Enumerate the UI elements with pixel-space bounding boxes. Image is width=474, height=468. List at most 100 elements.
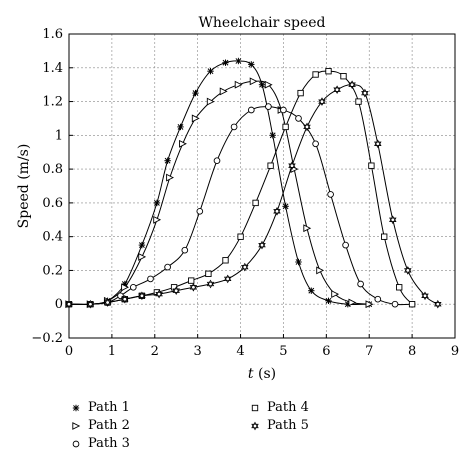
x-axis-variable: t bbox=[248, 366, 254, 382]
data-point bbox=[172, 286, 180, 296]
data-point bbox=[248, 61, 255, 68]
data-point bbox=[374, 139, 382, 149]
data-point bbox=[86, 299, 95, 309]
data-point bbox=[219, 87, 228, 96]
data-point bbox=[207, 67, 214, 75]
data-point bbox=[280, 106, 287, 114]
data-point bbox=[303, 122, 311, 132]
plot-area-frame bbox=[68, 33, 456, 339]
data-point bbox=[348, 80, 356, 90]
x-tick-label: 9 bbox=[451, 344, 459, 359]
data-point bbox=[267, 162, 274, 169]
y-tick-label: 0.2 bbox=[42, 263, 63, 278]
data-point bbox=[389, 215, 397, 225]
y-tick-label: 0.8 bbox=[42, 162, 63, 177]
data-point bbox=[361, 88, 369, 98]
data-point bbox=[303, 224, 312, 233]
data-point bbox=[365, 300, 374, 309]
data-point bbox=[288, 161, 296, 171]
data-point bbox=[177, 123, 184, 131]
data-point bbox=[264, 80, 273, 89]
data-point bbox=[155, 289, 163, 299]
triangle-marker-icon bbox=[72, 421, 81, 430]
legend-item-path-3: Path 3 bbox=[70, 436, 130, 451]
data-point bbox=[166, 173, 175, 182]
square-marker-icon bbox=[251, 404, 259, 411]
data-point bbox=[340, 73, 347, 80]
data-point bbox=[223, 274, 232, 284]
data-point bbox=[153, 215, 162, 224]
data-point bbox=[237, 233, 244, 240]
y-tick-label: −0.2 bbox=[31, 331, 63, 346]
data-point bbox=[206, 97, 215, 106]
x-tick-label: 4 bbox=[236, 344, 244, 359]
data-point bbox=[179, 139, 187, 148]
y-axis-label: Speed (m/s) bbox=[16, 144, 32, 229]
data-point bbox=[368, 162, 375, 169]
data-point bbox=[206, 279, 215, 289]
y-tick-label: 1.4 bbox=[42, 61, 63, 76]
legend-item-path-4: Path 4 bbox=[249, 400, 309, 415]
data-point bbox=[325, 68, 332, 75]
data-point bbox=[147, 275, 154, 283]
x-tick-label: 6 bbox=[322, 344, 330, 359]
data-point bbox=[355, 98, 362, 105]
y-tick-label: 0.4 bbox=[42, 230, 63, 245]
data-point bbox=[374, 295, 382, 303]
legend-item-path-2: Path 2 bbox=[70, 418, 130, 433]
data-point bbox=[316, 266, 325, 275]
data-point bbox=[297, 89, 304, 97]
data-point bbox=[138, 291, 146, 301]
data-point bbox=[164, 263, 171, 271]
data-point bbox=[181, 246, 189, 254]
data-point bbox=[247, 106, 255, 114]
data-point bbox=[258, 81, 266, 88]
series-line bbox=[68, 84, 439, 305]
legend-label: Path 4 bbox=[267, 400, 309, 415]
data-point bbox=[381, 233, 388, 240]
legend-label: Path 3 bbox=[88, 436, 130, 451]
data-point bbox=[265, 103, 272, 110]
x-tick-label: 0 bbox=[65, 344, 73, 359]
data-point bbox=[348, 298, 357, 307]
data-point bbox=[258, 240, 266, 250]
data-point bbox=[164, 157, 171, 164]
data-point bbox=[295, 258, 302, 266]
data-point bbox=[121, 283, 130, 292]
data-point bbox=[312, 71, 319, 78]
data-point bbox=[434, 299, 442, 309]
data-point bbox=[138, 252, 147, 261]
legend-item-path-1: Path 1 bbox=[70, 400, 130, 415]
data-point bbox=[196, 207, 204, 215]
data-point bbox=[189, 282, 198, 292]
y-tick-label: 1 bbox=[55, 128, 63, 143]
data-point bbox=[269, 132, 276, 139]
data-point bbox=[205, 270, 212, 277]
data-point bbox=[273, 206, 281, 216]
data-point bbox=[138, 241, 146, 249]
x-axis-label: t (s) bbox=[248, 366, 276, 382]
legend-marker bbox=[251, 404, 259, 411]
x-tick-label: 5 bbox=[279, 344, 287, 359]
data-point bbox=[318, 97, 326, 106]
data-point bbox=[153, 199, 161, 207]
data-point bbox=[129, 283, 137, 291]
legend-marker bbox=[72, 404, 80, 411]
data-point bbox=[191, 114, 200, 123]
star-marker-icon bbox=[251, 421, 259, 430]
x-tick-label: 2 bbox=[151, 344, 159, 359]
legend-marker bbox=[72, 440, 80, 447]
series-path-2 bbox=[65, 77, 374, 309]
legend-label: Path 5 bbox=[267, 418, 309, 433]
y-tick-label: 0 bbox=[55, 297, 63, 312]
grid-lines bbox=[69, 34, 455, 338]
x-axis-unit: (s) bbox=[254, 366, 277, 382]
asterisk-marker-icon bbox=[72, 404, 80, 411]
legend-item-path-5: Path 5 bbox=[249, 418, 309, 433]
data-point bbox=[282, 123, 289, 131]
chart-title: Wheelchair speed bbox=[199, 15, 326, 31]
data-point bbox=[213, 157, 221, 165]
legend-marker bbox=[72, 421, 81, 430]
series-line bbox=[68, 80, 370, 305]
y-tick-label: 1.6 bbox=[42, 27, 63, 42]
